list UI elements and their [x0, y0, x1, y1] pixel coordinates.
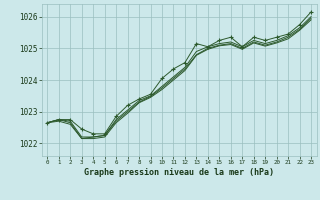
X-axis label: Graphe pression niveau de la mer (hPa): Graphe pression niveau de la mer (hPa)	[84, 168, 274, 177]
